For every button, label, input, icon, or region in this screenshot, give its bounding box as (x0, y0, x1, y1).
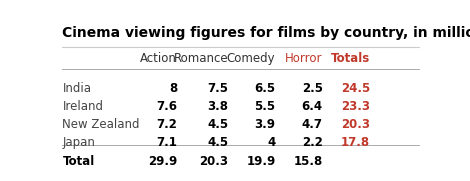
Text: 4.5: 4.5 (207, 118, 228, 131)
Text: 24.5: 24.5 (341, 82, 370, 95)
Text: New Zealand: New Zealand (63, 118, 140, 131)
Text: 7.6: 7.6 (156, 100, 177, 113)
Text: 4.5: 4.5 (207, 136, 228, 149)
Text: Japan: Japan (63, 136, 95, 149)
Text: 7.1: 7.1 (156, 136, 177, 149)
Text: 29.9: 29.9 (148, 155, 177, 168)
Text: 6.4: 6.4 (302, 100, 323, 113)
Text: 4.7: 4.7 (302, 118, 323, 131)
Text: 20.3: 20.3 (341, 118, 370, 131)
Text: 6.5: 6.5 (254, 82, 275, 95)
Text: 3.9: 3.9 (254, 118, 275, 131)
Text: 4: 4 (267, 136, 275, 149)
Text: 8: 8 (169, 82, 177, 95)
Text: 2.2: 2.2 (302, 136, 323, 149)
Text: 23.3: 23.3 (341, 100, 370, 113)
Text: 17.8: 17.8 (341, 136, 370, 149)
Text: 19.9: 19.9 (246, 155, 275, 168)
Text: 7.5: 7.5 (207, 82, 228, 95)
Text: Totals: Totals (331, 52, 370, 65)
Text: Horror: Horror (285, 52, 323, 65)
Text: Cinema viewing figures for films by country, in millions: Cinema viewing figures for films by coun… (63, 26, 470, 40)
Text: 2.5: 2.5 (302, 82, 323, 95)
Text: 5.5: 5.5 (254, 100, 275, 113)
Text: India: India (63, 82, 91, 95)
Text: 3.8: 3.8 (207, 100, 228, 113)
Text: Ireland: Ireland (63, 100, 103, 113)
Text: 7.2: 7.2 (156, 118, 177, 131)
Text: Romance: Romance (173, 52, 228, 65)
Text: Comedy: Comedy (227, 52, 275, 65)
Text: Total: Total (63, 155, 94, 168)
Text: Action: Action (140, 52, 177, 65)
Text: 20.3: 20.3 (199, 155, 228, 168)
Text: 15.8: 15.8 (294, 155, 323, 168)
